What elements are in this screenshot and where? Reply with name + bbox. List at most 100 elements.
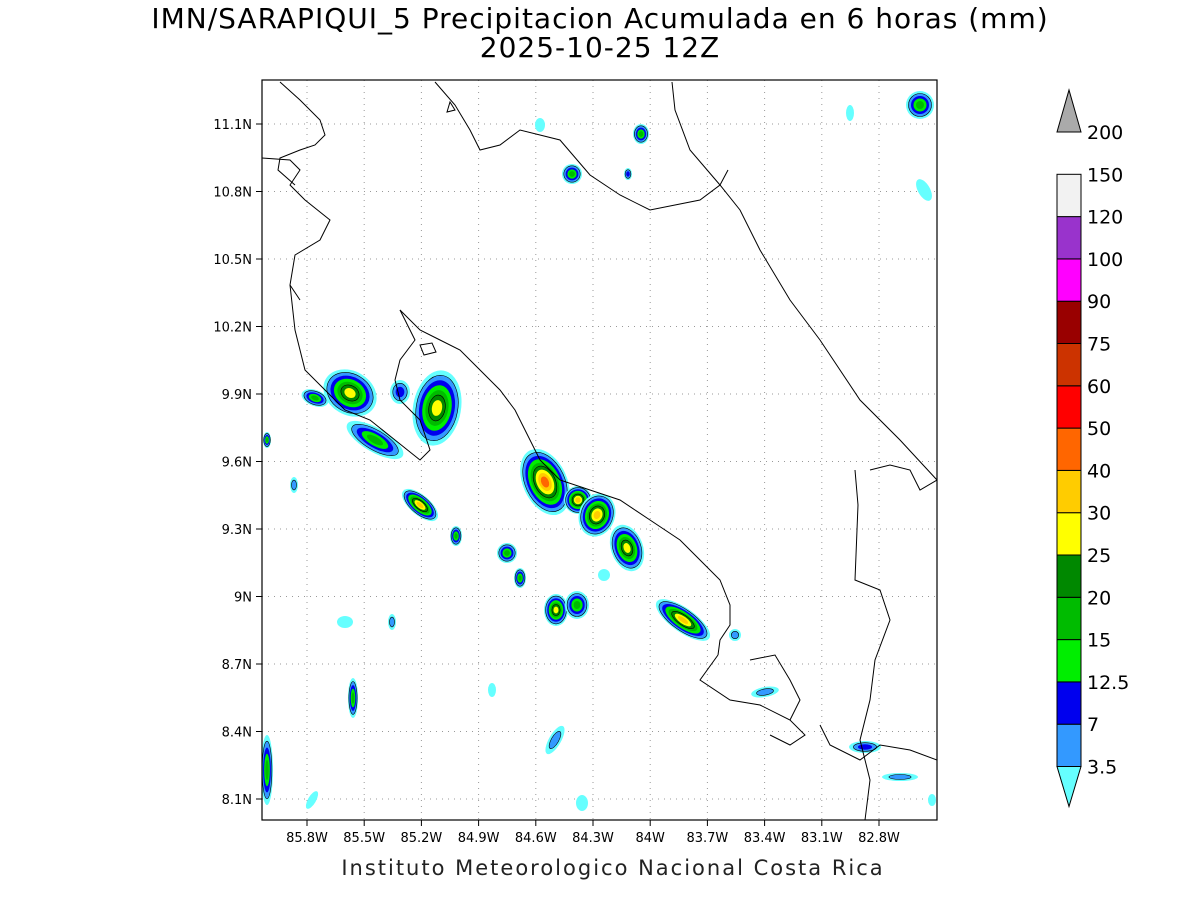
precip-cell bbox=[401, 488, 439, 522]
precip-cell bbox=[544, 594, 568, 626]
lat-tick-label: 10.5N bbox=[213, 253, 252, 268]
latitude-axis: 11.1N 10.8N 10.5N 10.2N 9.9N 9.6N 9.3N 9N 8.7N 8.… bbox=[213, 118, 262, 808]
lon-tick-label: 85.2W bbox=[400, 831, 442, 846]
nicoya-coast-north bbox=[277, 81, 326, 186]
precip-contour bbox=[916, 101, 924, 109]
lon-tick-label: 85.8W bbox=[286, 831, 328, 846]
precip-cell bbox=[849, 741, 881, 753]
colorbar-label: 75 bbox=[1087, 334, 1111, 356]
island-small bbox=[446, 100, 456, 113]
caribbean-coast bbox=[671, 81, 937, 481]
precip-cell bbox=[916, 179, 932, 201]
precip-contour bbox=[626, 171, 630, 177]
lake-arenal bbox=[419, 342, 437, 356]
precip-contour bbox=[888, 774, 912, 780]
colorbar-label: 12.5 bbox=[1087, 672, 1129, 694]
precip-contour bbox=[431, 400, 443, 416]
precip-contour bbox=[756, 688, 774, 696]
colorbar-label: 100 bbox=[1087, 249, 1123, 271]
precip-contour bbox=[291, 479, 297, 491]
colorbar-swatch bbox=[1056, 512, 1082, 556]
precip-contour bbox=[553, 606, 559, 614]
precip-contour bbox=[638, 131, 644, 137]
precip-contour bbox=[344, 388, 356, 398]
precip-cell bbox=[412, 370, 462, 446]
precip-cell bbox=[305, 791, 319, 809]
precip-contour bbox=[488, 683, 496, 697]
precip-contour bbox=[548, 731, 562, 749]
lon-tick-label: 83.7W bbox=[686, 831, 728, 846]
precip-contour bbox=[569, 171, 575, 177]
precip-cell bbox=[545, 725, 565, 755]
precip-cell bbox=[633, 124, 649, 144]
colorbar-label: 200 bbox=[1087, 122, 1123, 144]
precip-contour bbox=[504, 550, 510, 556]
precip-cell bbox=[337, 616, 353, 628]
precip-cell bbox=[290, 477, 298, 493]
nicoya-peninsula bbox=[289, 284, 431, 461]
colorbar-swatch bbox=[1056, 427, 1082, 471]
precip-cell bbox=[609, 524, 645, 572]
precip-contour bbox=[351, 692, 355, 704]
colorbar-label: 20 bbox=[1087, 587, 1111, 609]
burica-peninsula bbox=[819, 724, 937, 761]
nicaragua-border bbox=[262, 157, 331, 301]
lon-tick-label: 83.4W bbox=[744, 831, 786, 846]
colorbar-swatch bbox=[1056, 596, 1082, 641]
precip-contour bbox=[265, 760, 269, 780]
lat-tick-label: 9.3N bbox=[222, 523, 252, 538]
colorbar-label: 150 bbox=[1087, 164, 1123, 186]
lat-tick-label: 10.2N bbox=[213, 321, 252, 336]
precip-cell bbox=[450, 526, 462, 546]
lat-tick-label: 9.9N bbox=[222, 388, 252, 403]
footer-credit: Instituto Meteorologico Nacional Costa R… bbox=[341, 856, 885, 880]
lat-tick-label: 10.8N bbox=[213, 186, 252, 201]
colorbar-lower-triangle bbox=[1056, 766, 1082, 809]
lon-tick-label: 83.1W bbox=[801, 831, 843, 846]
precip-cell bbox=[388, 614, 396, 630]
lon-tick-label: 85.5W bbox=[343, 831, 385, 846]
colorbar-label: 50 bbox=[1087, 418, 1111, 440]
precip-cell bbox=[262, 735, 273, 805]
precip-cell bbox=[729, 629, 741, 641]
precip-cell bbox=[348, 678, 358, 718]
longitude-axis: 85.8W 85.5W 85.2W 84.9W 84.6W 84.3W 84W 83.7W 83… bbox=[286, 820, 900, 846]
precip-contour bbox=[265, 437, 269, 443]
lat-tick-label: 8.4N bbox=[222, 726, 252, 741]
lon-tick-label: 84.6W bbox=[515, 831, 557, 846]
lake-nicaragua-shore bbox=[434, 81, 729, 211]
colorbar-label: 30 bbox=[1087, 503, 1111, 525]
precip-contour bbox=[366, 434, 384, 446]
precip-cell bbox=[882, 773, 918, 781]
precip-cell bbox=[598, 569, 610, 581]
lon-tick-label: 82.8W bbox=[858, 831, 900, 846]
colorbar-label: 3.5 bbox=[1087, 757, 1117, 779]
precip-contour bbox=[677, 616, 689, 624]
colorbar-swatch bbox=[1056, 639, 1082, 683]
gulf-of-nicoya bbox=[399, 309, 731, 656]
precip-cell bbox=[846, 105, 854, 121]
precip-contour bbox=[928, 794, 936, 806]
precip-contour bbox=[389, 616, 395, 628]
precip-contour bbox=[916, 179, 932, 201]
precip-contour bbox=[846, 105, 854, 121]
colorbar: 3.5 7 12.5 15 20 25 30 40 50 60 75 90 100 120 150 200 bbox=[1056, 88, 1129, 809]
precip-contour bbox=[573, 601, 581, 609]
precip-cell bbox=[520, 448, 570, 516]
colorbar-label: 40 bbox=[1087, 460, 1111, 482]
precip-contour bbox=[311, 395, 319, 401]
precip-cell bbox=[346, 420, 404, 460]
lon-tick-label: 84.3W bbox=[572, 831, 614, 846]
colorbar-swatch bbox=[1056, 681, 1082, 725]
colorbar-swatch bbox=[1056, 173, 1082, 218]
colorbar-label: 120 bbox=[1087, 207, 1123, 229]
lat-tick-label: 9.6N bbox=[222, 456, 252, 471]
precip-contour bbox=[730, 630, 740, 640]
colorbar-swatch bbox=[1056, 469, 1082, 514]
colorbar-label: 15 bbox=[1087, 630, 1111, 652]
precip-contour bbox=[575, 497, 581, 503]
precip-cell bbox=[562, 164, 582, 184]
precip-contour bbox=[623, 543, 631, 553]
lat-tick-label: 8.1N bbox=[222, 793, 252, 808]
